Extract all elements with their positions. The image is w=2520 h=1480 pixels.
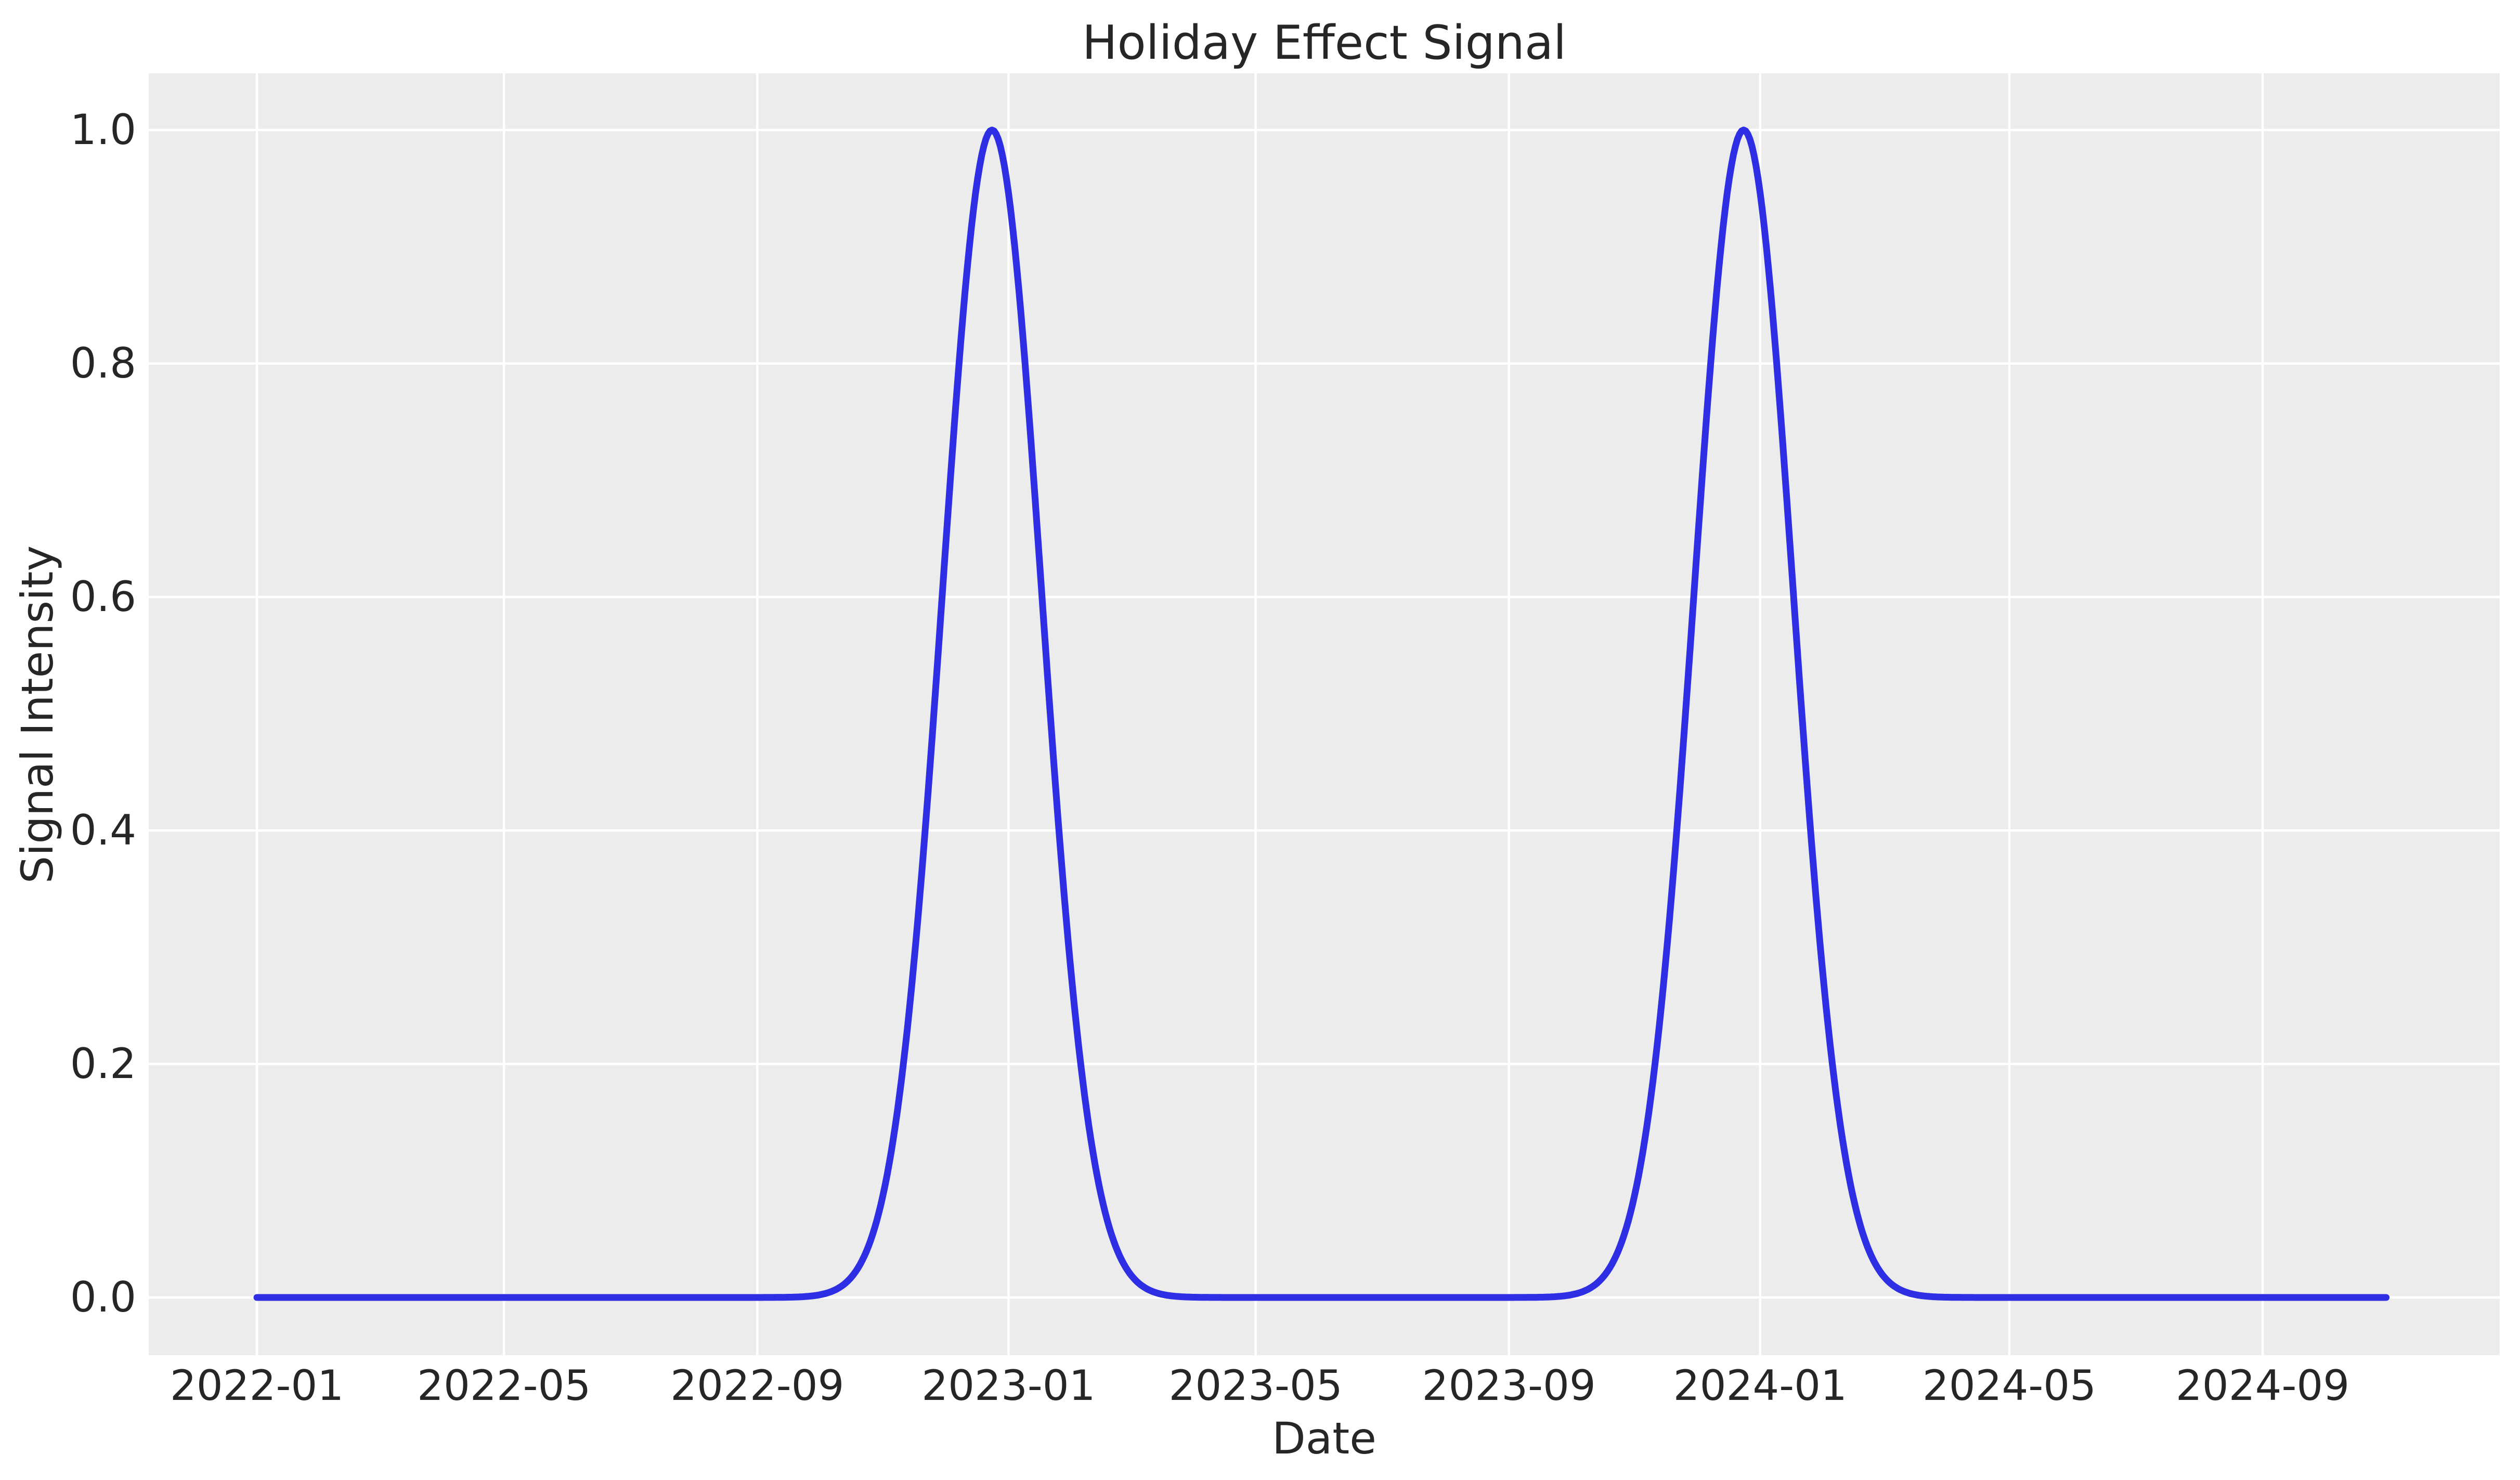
x-tick-label: 2023-05: [1168, 1361, 1343, 1410]
x-axis-label: Date: [1272, 1413, 1376, 1464]
signal-line: [253, 126, 2390, 1301]
y-tick-label: 0.8: [70, 339, 136, 387]
x-tick-label: 2024-01: [1673, 1361, 1847, 1410]
x-tick-label: 2022-05: [417, 1361, 591, 1410]
plot-area: [149, 73, 2500, 1355]
x-tick-label: 2023-01: [921, 1361, 1096, 1410]
x-tick-label: 2024-09: [2175, 1361, 2350, 1410]
chart-canvas: [149, 73, 2500, 1355]
x-tick-label: 2022-09: [670, 1361, 845, 1410]
y-tick-label: 1.0: [70, 106, 136, 154]
y-tick-label: 0.0: [70, 1273, 136, 1321]
gridlines: [149, 73, 2500, 1355]
y-tick-label: 0.6: [70, 573, 136, 621]
y-tick-label: 0.4: [70, 806, 136, 854]
y-tick-label: 0.2: [70, 1040, 136, 1088]
x-tick-label: 2024-05: [1922, 1361, 2097, 1410]
chart-title: Holiday Effect Signal: [1082, 16, 1566, 70]
x-tick-label: 2023-09: [1422, 1361, 1596, 1410]
x-tick-label: 2022-01: [170, 1361, 344, 1410]
